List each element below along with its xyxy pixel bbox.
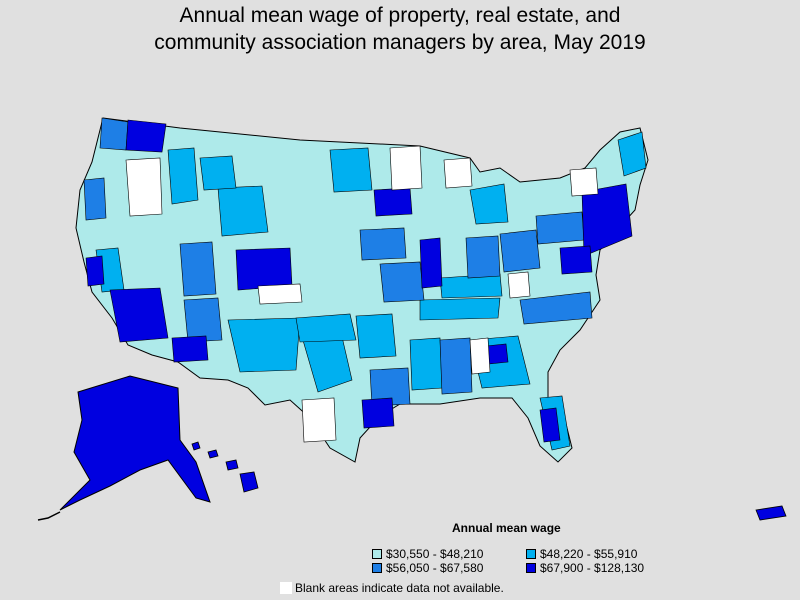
- alaska-shape: [59, 375, 211, 511]
- legend-title: Annual mean wage: [452, 521, 561, 535]
- region-ohio: [499, 229, 541, 273]
- region-missouri: [379, 261, 425, 303]
- region-colorado-east: [257, 283, 303, 305]
- region-alabama: [439, 337, 473, 395]
- legend-item-2: $48,220 - $55,910: [526, 547, 637, 561]
- region-northeast-corridor: [581, 183, 633, 257]
- region-michigan: [469, 183, 509, 225]
- region-indiana: [465, 235, 501, 279]
- map-title: Annual mean wage of property, real estat…: [0, 2, 800, 56]
- region-group-tier3: [83, 117, 593, 407]
- map-title-line-1: Annual mean wage of property, real estat…: [179, 4, 621, 27]
- legend-swatch-2: [526, 549, 536, 559]
- hawaii-maui: [225, 459, 239, 471]
- region-texas-west: [227, 317, 301, 373]
- region-phoenix: [171, 335, 209, 363]
- puerto-rico-shape: [755, 505, 787, 521]
- no-data-note-text: Blank areas indicate data not available.: [295, 581, 504, 595]
- region-denver: [235, 247, 293, 291]
- region-oklahoma: [295, 313, 357, 343]
- region-wisconsin-north: [443, 157, 473, 189]
- legend-label-4: $67,900 - $128,130: [540, 561, 645, 575]
- region-montana-west: [199, 155, 237, 191]
- region-iowa: [359, 227, 407, 261]
- region-wyoming: [217, 185, 269, 237]
- hawaii-kauai: [191, 441, 201, 451]
- legend-label-3: $56,050 - $67,580: [386, 561, 484, 575]
- region-west-virginia: [507, 271, 531, 299]
- no-data-note: Blank areas indicate data not available.: [280, 581, 504, 595]
- region-chicago: [419, 237, 443, 289]
- no-data-swatch: [280, 582, 292, 594]
- region-louisiana: [369, 367, 411, 407]
- alaska-aleutians: [37, 511, 61, 521]
- map-title-line-2: community association managers by area, …: [154, 31, 646, 54]
- legend-label-2: $48,220 - $55,910: [540, 547, 638, 561]
- region-mississippi: [409, 337, 443, 391]
- region-houston: [361, 397, 395, 429]
- legend-swatch-3: [372, 563, 382, 573]
- region-washington-west: [99, 117, 129, 151]
- legend-label-1: $30,550 - $48,210: [386, 547, 484, 561]
- region-arkansas: [355, 313, 397, 359]
- region-texas-south: [301, 397, 337, 443]
- region-bay-area: [85, 255, 105, 287]
- region-south-florida: [539, 407, 561, 443]
- region-seattle: [125, 119, 167, 153]
- legend-item-1: $30,550 - $48,210: [372, 547, 483, 561]
- region-north-dakota-east: [389, 145, 423, 191]
- region-pennsylvania: [535, 211, 585, 245]
- legend-item-4: $67,900 - $128,130: [526, 561, 644, 575]
- hawaii-shape: [191, 441, 259, 493]
- region-dc-metro: [559, 245, 593, 275]
- region-arizona-north: [183, 297, 223, 343]
- region-maine: [617, 131, 647, 177]
- region-minneapolis: [373, 187, 413, 217]
- region-idaho: [167, 147, 199, 205]
- region-group-tier4: [85, 119, 633, 443]
- legend-swatch-4: [526, 563, 536, 573]
- legend-item-3: $56,050 - $67,580: [372, 561, 483, 575]
- hawaii-oahu: [207, 449, 219, 459]
- region-minnesota: [329, 147, 373, 193]
- region-group-no-data: [125, 145, 599, 443]
- region-oregon-coast: [83, 177, 107, 221]
- region-mississippi-north: [469, 337, 491, 375]
- region-north-carolina: [519, 291, 593, 325]
- region-nevada-north: [125, 157, 163, 217]
- region-new-york-north: [569, 167, 599, 197]
- region-tennessee: [419, 297, 501, 321]
- legend-swatch-1: [372, 549, 382, 559]
- region-utah: [179, 241, 217, 297]
- region-southern-california: [109, 287, 169, 343]
- hawaii-big-island: [239, 471, 259, 493]
